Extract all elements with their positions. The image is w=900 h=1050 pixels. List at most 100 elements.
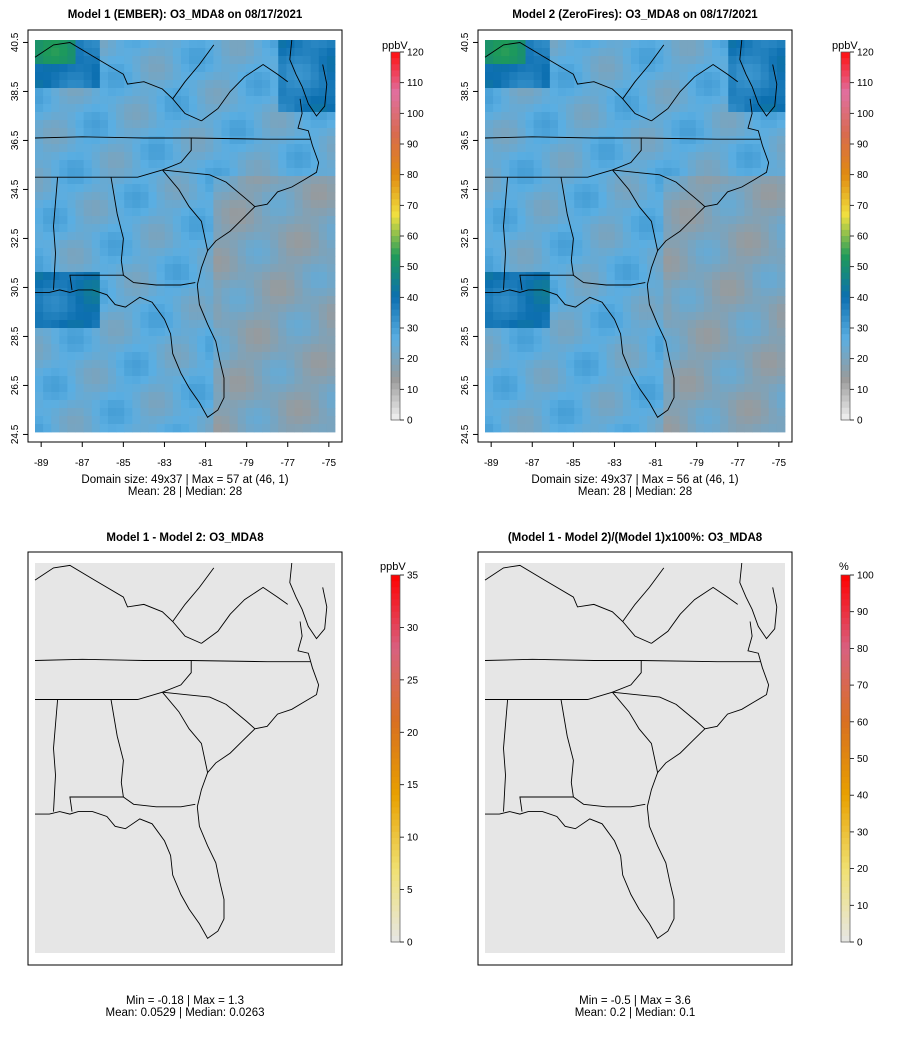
grid-cell xyxy=(695,168,705,177)
grid-cell xyxy=(776,408,786,417)
grid-cell xyxy=(189,296,198,305)
grid-cell xyxy=(302,408,312,417)
grid-cell xyxy=(278,56,287,65)
grid-cell xyxy=(156,64,166,73)
grid-cell xyxy=(703,344,713,353)
grid-cell xyxy=(148,352,158,361)
grid-cell xyxy=(237,184,247,193)
grid-cell xyxy=(294,232,303,241)
grid-cell xyxy=(493,296,502,305)
grid-cell xyxy=(517,104,526,113)
grid-cell xyxy=(720,424,729,433)
grid-cell xyxy=(776,112,786,121)
grid-cell xyxy=(590,104,599,113)
grid-cell xyxy=(712,144,721,153)
grid-cell xyxy=(318,368,328,377)
grid-cell xyxy=(493,224,502,233)
grid-cell xyxy=(245,104,255,113)
grid-cell xyxy=(180,264,190,273)
grid-cell xyxy=(517,264,526,273)
boundary-line xyxy=(53,177,59,290)
grid-cell xyxy=(326,176,336,185)
colorbar-segment xyxy=(841,346,850,353)
colorbar-segment xyxy=(391,52,400,59)
grid-cell xyxy=(107,384,117,393)
grid-cell xyxy=(582,336,591,345)
grid-cell xyxy=(51,272,60,281)
grid-cell xyxy=(509,416,518,425)
grid-cell xyxy=(557,384,567,393)
grid-cell xyxy=(237,256,247,265)
grid-cell xyxy=(720,184,729,193)
grid-cell xyxy=(655,424,664,433)
grid-cell xyxy=(509,344,518,353)
grid-cell xyxy=(302,152,312,161)
grid-cell xyxy=(140,400,149,409)
grid-cell xyxy=(262,424,271,433)
grid-cell xyxy=(83,176,93,185)
grid-cell xyxy=(671,144,680,153)
colorbar-segment xyxy=(841,278,850,286)
grid-cell xyxy=(310,104,320,113)
x-tick-label: -75 xyxy=(322,458,337,469)
grid-cell xyxy=(582,64,591,73)
grid-cell xyxy=(35,120,44,129)
grid-cell xyxy=(744,376,753,385)
grid-cell xyxy=(736,352,745,361)
colorbar-segment xyxy=(841,321,850,329)
grid-cell xyxy=(712,64,721,73)
grid-cell xyxy=(630,248,640,257)
grid-cell xyxy=(180,336,190,345)
grid-cell xyxy=(302,392,312,401)
grid-cell xyxy=(695,120,705,129)
grid-cell xyxy=(124,184,133,193)
y-tick-label: 32.5 xyxy=(10,228,21,248)
grid-cell xyxy=(221,112,230,121)
grid-cell xyxy=(574,104,583,113)
colorbar-segment xyxy=(841,119,850,126)
grid-cell xyxy=(671,400,680,409)
grid-cell xyxy=(736,168,745,177)
colorbar-segment xyxy=(841,180,850,188)
grid-cell xyxy=(245,328,255,337)
grid-cell xyxy=(776,168,786,177)
grid-cell xyxy=(695,272,705,281)
grid-cell xyxy=(663,112,672,121)
colorbar-segment xyxy=(391,764,400,772)
grid-cell xyxy=(43,336,52,345)
grid-cell xyxy=(671,336,680,345)
grid-cell xyxy=(712,224,721,233)
grid-cell xyxy=(712,280,721,289)
grid-cell xyxy=(582,264,591,273)
colorbar-segment xyxy=(391,648,400,655)
grid-cell xyxy=(318,152,328,161)
grid-cell xyxy=(229,280,239,289)
grid-cell xyxy=(541,80,551,89)
grid-cell xyxy=(253,264,263,273)
grid-cell xyxy=(687,392,697,401)
grid-cell xyxy=(172,80,182,89)
grid-cell xyxy=(509,80,518,89)
grid-cell xyxy=(326,296,336,305)
grid-cell xyxy=(485,48,494,57)
grid-cell xyxy=(213,64,222,73)
grid-cell xyxy=(541,224,551,233)
colorbar-segment xyxy=(841,660,850,668)
grid-cell xyxy=(598,232,608,241)
colorbar-segment xyxy=(841,94,850,102)
grid-cell xyxy=(541,336,551,345)
grid-cell xyxy=(302,336,312,345)
grid-cell xyxy=(286,376,295,385)
grid-cell xyxy=(728,136,737,145)
grid-cell xyxy=(614,376,624,385)
grid-cell xyxy=(197,224,206,233)
boundary-line xyxy=(34,564,202,644)
grid-cell xyxy=(67,352,76,361)
grid-cell xyxy=(51,264,60,273)
grid-cell xyxy=(148,344,158,353)
grid-cell xyxy=(107,152,117,161)
grid-cell xyxy=(557,376,567,385)
boundary-line xyxy=(484,136,761,140)
grid-cell xyxy=(630,176,640,185)
